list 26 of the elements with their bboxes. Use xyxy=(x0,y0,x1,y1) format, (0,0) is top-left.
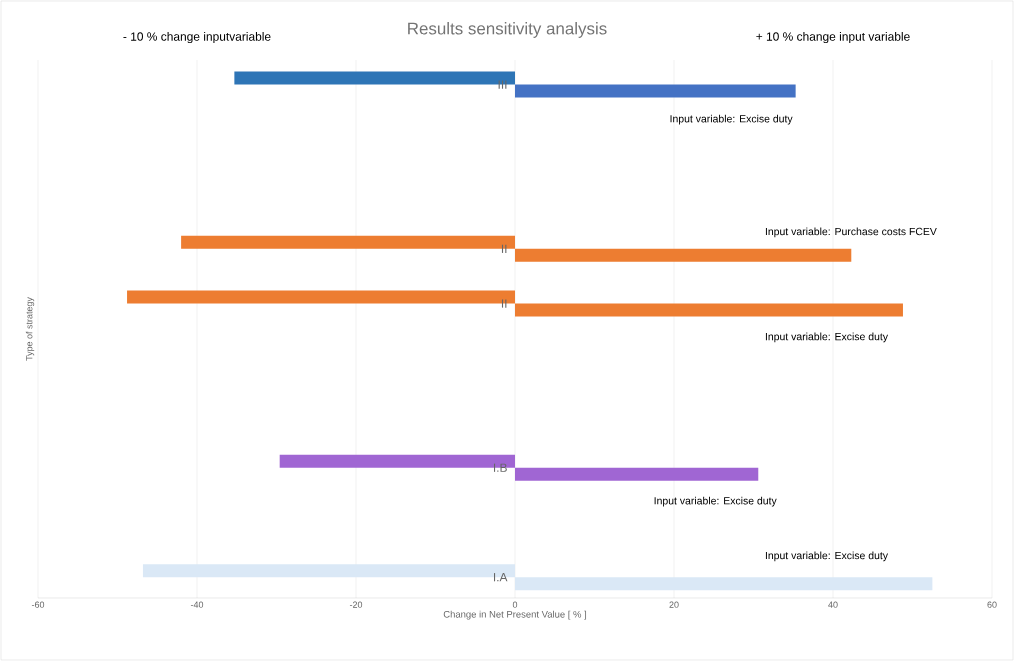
bar xyxy=(515,248,852,262)
x-tick-label: 0 xyxy=(512,601,518,608)
x-tick-label: 60 xyxy=(987,601,997,608)
y-tick-label: III xyxy=(498,80,507,89)
chart-title: Results sensitivity analysis xyxy=(408,22,607,38)
x-tick-label: -60 xyxy=(31,601,45,608)
y-tick-label: I.A xyxy=(493,573,508,582)
bar xyxy=(515,577,933,591)
text: + 10 % change input variable xyxy=(756,31,910,44)
annotation: Input variable: Excise duty xyxy=(670,114,793,125)
y-tick-label: II xyxy=(501,299,507,308)
x-tick-label: -40 xyxy=(190,601,204,608)
y-axis-title: Type of strategy xyxy=(25,297,35,361)
annotation: Input variable: Purchase costs FCEV xyxy=(765,227,937,238)
annotation: Input variable: Excise duty xyxy=(654,496,777,507)
annotation: Input variable: Excise duty xyxy=(765,332,889,343)
text: - 10 % change inputvariable xyxy=(123,31,271,44)
x-tick-label: -20 xyxy=(349,601,363,608)
bar xyxy=(515,303,903,317)
x-axis-title: Change in Net Present Value [ % ] xyxy=(443,610,587,620)
y-tick-label: II xyxy=(501,244,507,253)
annotation: Input variable: Excise duty xyxy=(765,551,889,562)
bar xyxy=(515,467,759,481)
x-tick-label: 20 xyxy=(669,601,679,608)
bar xyxy=(515,84,796,98)
x-tick-label: 40 xyxy=(828,601,838,608)
